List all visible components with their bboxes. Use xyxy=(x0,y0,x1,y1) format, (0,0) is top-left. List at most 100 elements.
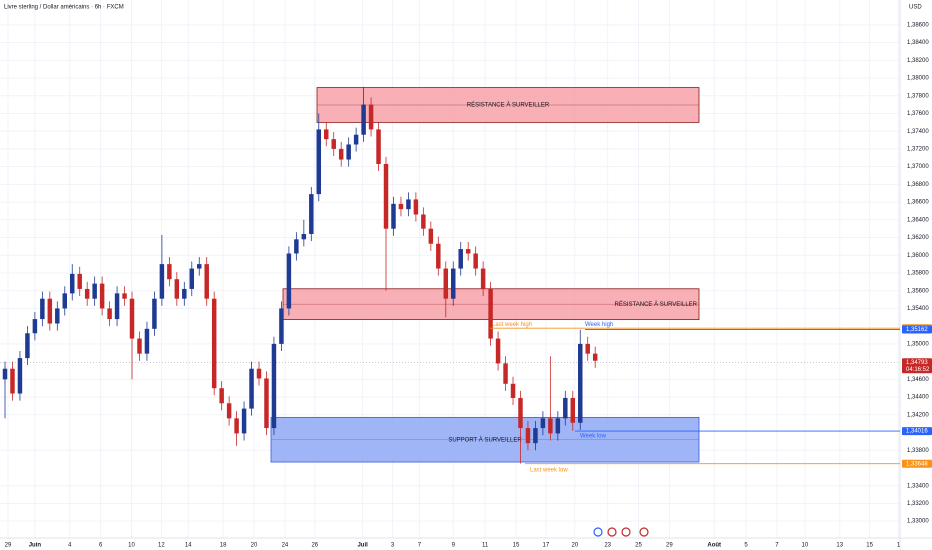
currency: USD xyxy=(909,5,922,11)
zone-label: RÉSISTANCE À SURVEILLER xyxy=(467,102,550,109)
price-label-box xyxy=(902,325,932,334)
candle-body xyxy=(510,383,516,398)
candle-body xyxy=(548,418,553,434)
y-tick-label: 1,37400 xyxy=(907,129,929,135)
candle-body xyxy=(346,144,351,160)
x-tick-label: Juin xyxy=(29,543,42,549)
x-tick-label: 23 xyxy=(604,543,611,549)
x-tick-label: 5 xyxy=(744,543,748,549)
last-price-box xyxy=(902,358,932,374)
candle-body xyxy=(458,249,463,269)
y-tick-label: 1,35000 xyxy=(907,341,929,347)
candle-body xyxy=(32,319,38,334)
candle-body xyxy=(129,298,135,339)
candle-body xyxy=(264,378,269,429)
x-tick-label: 25 xyxy=(635,543,642,549)
candle-body xyxy=(353,134,359,145)
y-tick-label: 1,33800 xyxy=(907,448,929,454)
candle-body xyxy=(219,388,224,404)
x-tick-label: 10 xyxy=(802,543,809,549)
candle-body xyxy=(92,283,97,299)
x-tick-label: 14 xyxy=(185,543,192,549)
candle-body xyxy=(578,343,583,423)
candle-body xyxy=(533,428,538,444)
y-tick-label: 1,34400 xyxy=(907,395,929,401)
candle-body xyxy=(226,403,232,419)
candle-body xyxy=(316,129,322,195)
candle-body xyxy=(563,397,568,419)
candle-body xyxy=(84,288,90,299)
candle-body xyxy=(144,328,150,354)
candle-body xyxy=(271,343,277,429)
candle-body xyxy=(241,408,247,434)
y-tick-label: 1,36600 xyxy=(907,200,929,206)
candle-body xyxy=(249,368,254,409)
candle-body xyxy=(234,418,239,434)
candle-body xyxy=(159,264,165,299)
candle-body xyxy=(570,397,576,423)
x-tick-label: 26 xyxy=(311,543,318,549)
candle-body xyxy=(540,418,546,429)
price-label: 1,35162 xyxy=(906,327,928,333)
event-icon[interactable] xyxy=(593,527,603,537)
x-tick-label: Juil xyxy=(357,543,368,549)
event-icon[interactable] xyxy=(639,527,649,537)
y-tick-label: 1,35400 xyxy=(907,306,929,312)
y-tick-label: 1,34200 xyxy=(907,412,929,418)
candle-body xyxy=(167,264,172,280)
last-price-label: 1,34793 xyxy=(906,360,928,366)
candle-body xyxy=(406,199,411,210)
candle-body xyxy=(518,397,523,429)
candle-body xyxy=(107,308,112,320)
event-icons xyxy=(593,527,649,537)
candle-body xyxy=(383,163,389,229)
zone-label: SUPPORT À SURVEILLER xyxy=(448,436,522,443)
x-tick-label: 20 xyxy=(251,543,258,549)
x-tick-label: 4 xyxy=(68,543,72,549)
price-label-box xyxy=(902,459,932,468)
candle-body xyxy=(301,233,307,240)
candle-body xyxy=(338,148,344,160)
x-tick-label: 9 xyxy=(452,543,456,549)
candle-body xyxy=(99,283,105,309)
candle-body xyxy=(114,293,120,320)
price-label: 1,33648 xyxy=(906,461,928,467)
y-tick-label: 1,38400 xyxy=(907,40,929,46)
candle-body xyxy=(451,268,456,299)
candle-body xyxy=(17,358,23,394)
x-tick-label: 7 xyxy=(418,543,422,549)
candle-body xyxy=(331,139,336,149)
candle-body xyxy=(473,253,478,269)
candle-body xyxy=(55,308,60,324)
y-tick-label: 1,36400 xyxy=(907,217,929,223)
candle-body xyxy=(286,253,292,309)
x-tick-label: Août xyxy=(707,543,721,549)
y-tick-label: 1,33200 xyxy=(907,501,929,507)
y-tick-label: 1,37800 xyxy=(907,93,929,99)
price-line-text: Week low xyxy=(580,434,607,440)
event-icon[interactable] xyxy=(607,527,617,537)
x-tick-label: 15 xyxy=(866,543,873,549)
candle-body xyxy=(309,194,314,234)
x-tick-label: 17 xyxy=(543,543,550,549)
y-tick-label: 1,38000 xyxy=(907,76,929,82)
candle-body xyxy=(10,368,15,394)
y-tick-label: 1,37600 xyxy=(907,111,929,117)
candle-body xyxy=(480,268,486,289)
y-tick-label: 1,35800 xyxy=(907,271,929,277)
candle-body xyxy=(137,338,142,354)
candle-body xyxy=(368,104,374,130)
x-tick-label: 29 xyxy=(5,543,12,549)
y-tick-label: 1,34600 xyxy=(907,377,929,383)
x-tick-label: 11 xyxy=(482,543,489,549)
candle-body xyxy=(294,239,299,254)
candle-body xyxy=(279,308,284,344)
y-tick-label: 1,37000 xyxy=(907,164,929,170)
x-tick-label: 13 xyxy=(836,543,843,549)
candle-body xyxy=(25,333,30,359)
event-icon[interactable] xyxy=(621,527,631,537)
y-tick-label: 1,33000 xyxy=(907,519,929,525)
y-tick-label: 1,36000 xyxy=(907,253,929,259)
candle-body xyxy=(182,288,187,299)
candle-body xyxy=(488,288,493,339)
